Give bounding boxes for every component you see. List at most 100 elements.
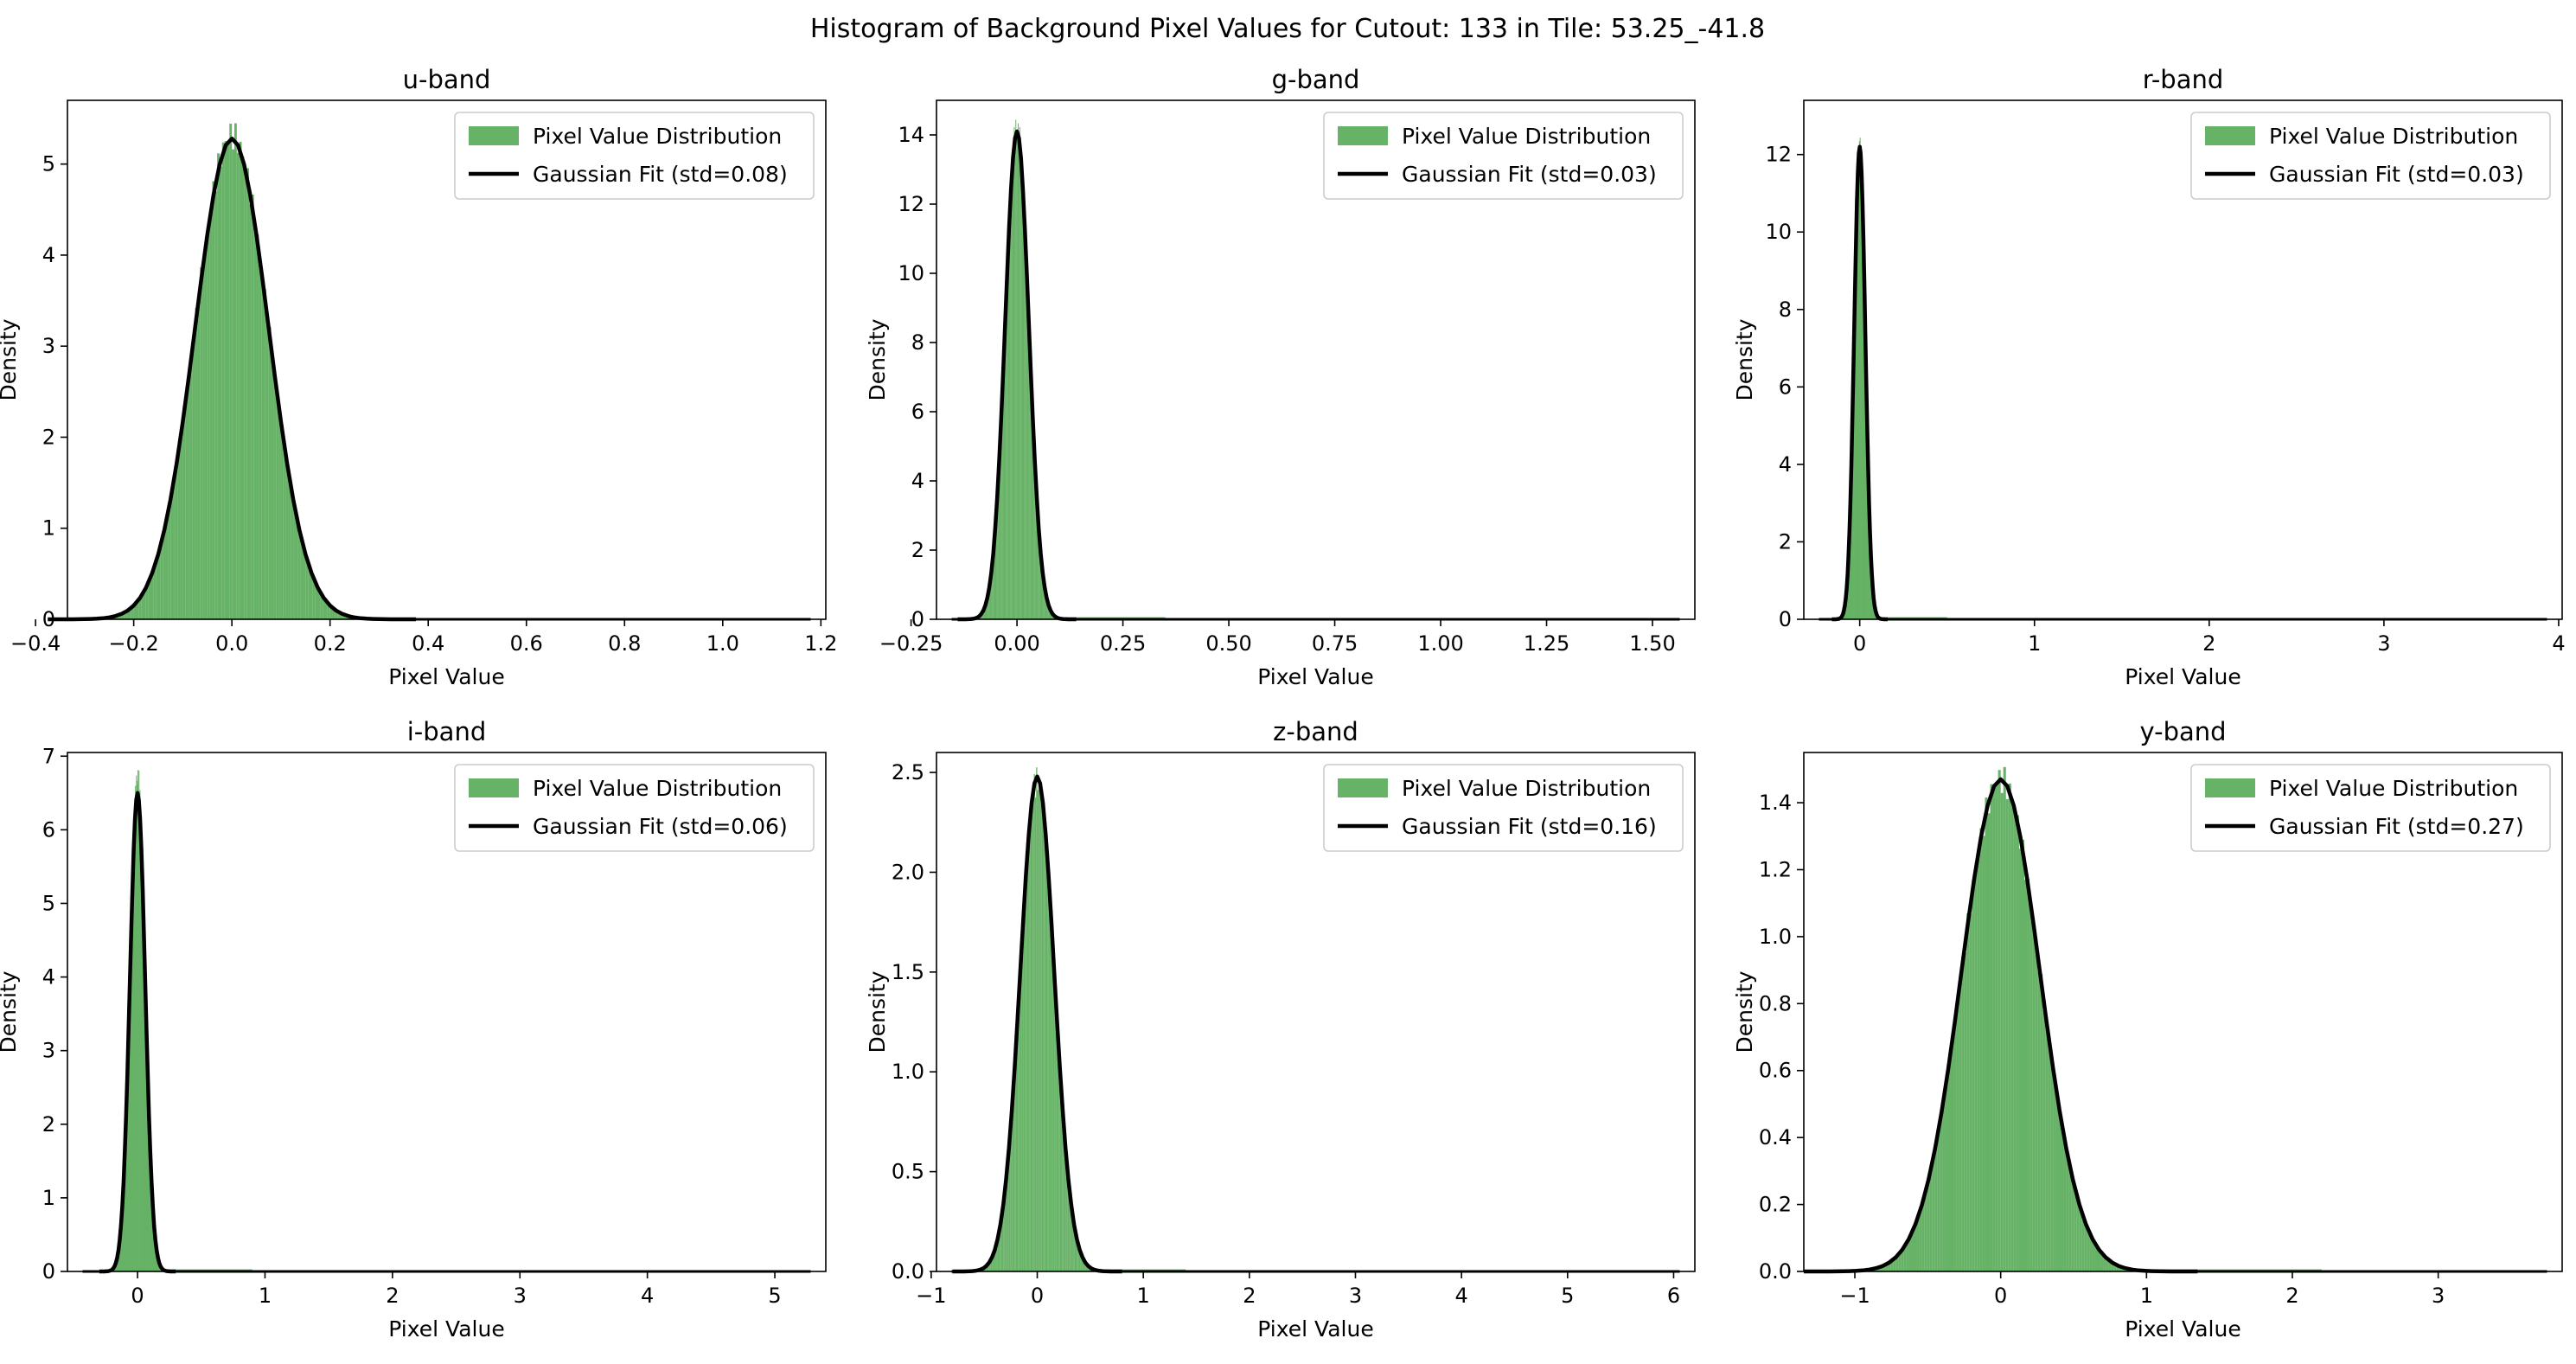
histogram-bar [998, 478, 1000, 619]
histogram-bar [150, 1169, 152, 1271]
histogram-bar [165, 515, 169, 619]
histogram-bar [2008, 783, 2011, 1271]
histogram-bar [1059, 1073, 1061, 1271]
legend-histogram-label: Pixel Value Distribution [1402, 124, 1651, 149]
histogram-bar [1914, 1225, 1917, 1271]
axes-frame [1803, 99, 2563, 620]
y-tick-label: 0.8 [1759, 991, 1792, 1015]
histogram-bar [1023, 195, 1025, 619]
histogram-bar [124, 1170, 125, 1271]
histogram-bar [317, 590, 321, 619]
y-tick-label: 1.4 [1759, 791, 1792, 815]
histogram-bar [332, 608, 336, 619]
histogram-bar [1002, 362, 1004, 619]
histogram-bar [295, 518, 298, 619]
histogram-bar [2071, 1178, 2074, 1271]
histogram-bar [1029, 356, 1031, 619]
histogram-bar [2018, 848, 2022, 1271]
histogram-bar [138, 598, 142, 619]
histogram-bar [170, 490, 174, 619]
histogram-bar [1025, 223, 1026, 619]
y-tick-label: 0 [911, 607, 924, 631]
y-tick-label: 12 [1765, 143, 1792, 167]
histogram-bar [312, 580, 316, 619]
gaussian-fit-line [48, 136, 416, 622]
histogram-bar [2029, 907, 2033, 1271]
histogram-bar [2055, 1099, 2059, 1271]
x-tick-label: 0 [131, 1284, 144, 1308]
histogram-bar [244, 171, 247, 619]
histogram-bar [224, 141, 227, 620]
histogram-bar [1025, 894, 1026, 1271]
x-tick-label: 2 [2202, 631, 2215, 656]
histogram-bar [132, 860, 134, 1271]
gaussian-fit-line [952, 774, 1122, 1274]
histogram-bar [1908, 1237, 1912, 1271]
histogram-bar [118, 1249, 119, 1271]
histogram-bar [1006, 293, 1007, 619]
histogram-bar [992, 559, 994, 619]
histogram-bar [142, 855, 144, 1271]
histogram-bar [2087, 1231, 2090, 1271]
histogram-bar [291, 489, 294, 619]
histogram-bar [1028, 826, 1030, 1271]
histogram-bar [293, 505, 296, 619]
y-tick-label: 4 [42, 243, 55, 267]
histogram-bar [280, 425, 284, 619]
histogram-bar [124, 612, 127, 619]
y-tick-label: 0.4 [1759, 1125, 1792, 1149]
histogram-bar [1982, 836, 1985, 1271]
legend-box [1323, 112, 1684, 200]
subplot-title: i-band [407, 717, 487, 746]
histogram-bar [1035, 478, 1037, 619]
histogram-bar [2010, 804, 2014, 1271]
y-tick-label: 10 [898, 261, 924, 285]
y-axis: 0.0 0.5 1.0 1.5 2.0 2.5 [892, 760, 936, 1284]
histogram-bar [118, 1246, 120, 1271]
histogram-bar [148, 578, 151, 619]
histogram-bar [1890, 1260, 1894, 1271]
histogram-bar [236, 152, 240, 619]
histogram-bar [160, 537, 163, 619]
legend-histogram-label: Pixel Value Distribution [533, 124, 782, 149]
histogram-bar [2045, 1016, 2049, 1271]
histogram-bar [2074, 1192, 2077, 1271]
histogram-bar [139, 790, 141, 1271]
legend-fit-label: Gaussian Fit (std=0.08) [533, 162, 788, 187]
histogram-bar [1008, 228, 1010, 619]
histogram-bar [2035, 938, 2038, 1271]
x-tick-label: 3 [2432, 1284, 2445, 1308]
legend-histogram-swatch [1338, 126, 1388, 145]
histogram-bar [129, 997, 131, 1271]
histogram-bar [994, 1249, 996, 1271]
y-tick-label: 4 [42, 965, 55, 989]
x-tick-label: 1.00 [1417, 631, 1463, 656]
histogram-bar [1932, 1158, 1935, 1271]
histogram-bar [1017, 129, 1019, 619]
x-axis-label: Pixel Value [2125, 1316, 2240, 1342]
histogram-bar [129, 983, 131, 1271]
histogram-bar [1011, 173, 1013, 619]
gaussian-fit-line [1804, 777, 2198, 1274]
histogram-bar [1045, 593, 1047, 619]
histogram-bar [265, 324, 269, 619]
histogram-bar [153, 565, 157, 619]
histogram-bar [2048, 1043, 2051, 1271]
histogram-bar [140, 815, 142, 1271]
histogram-bar [1026, 296, 1028, 619]
y-tick-label: 8 [911, 330, 924, 355]
legend-box [2190, 112, 2551, 200]
y-tick-label: 6 [1779, 375, 1792, 399]
histogram-bar [1052, 970, 1055, 1271]
histogram-bar [155, 1236, 157, 1271]
subplot-title: y-band [2139, 717, 2226, 746]
y-tick-label: 6 [42, 817, 55, 842]
histogram-bar [118, 614, 122, 619]
histogram-bar [229, 123, 233, 619]
histogram-bar [1885, 1264, 1889, 1271]
histogram-bar [119, 1235, 121, 1271]
histogram-bar [1916, 1216, 1920, 1271]
histogram-bar [1080, 1253, 1082, 1271]
histogram-bar [158, 550, 161, 619]
histogram-bar [1039, 548, 1041, 619]
